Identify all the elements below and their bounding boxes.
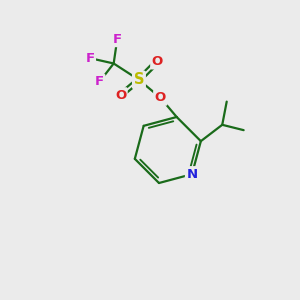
Text: F: F	[85, 52, 94, 64]
Text: F: F	[95, 75, 104, 88]
Text: O: O	[155, 91, 166, 104]
Text: F: F	[113, 33, 122, 46]
Text: O: O	[115, 89, 126, 102]
Text: S: S	[134, 72, 144, 87]
Text: N: N	[186, 168, 198, 181]
Text: O: O	[152, 55, 163, 68]
